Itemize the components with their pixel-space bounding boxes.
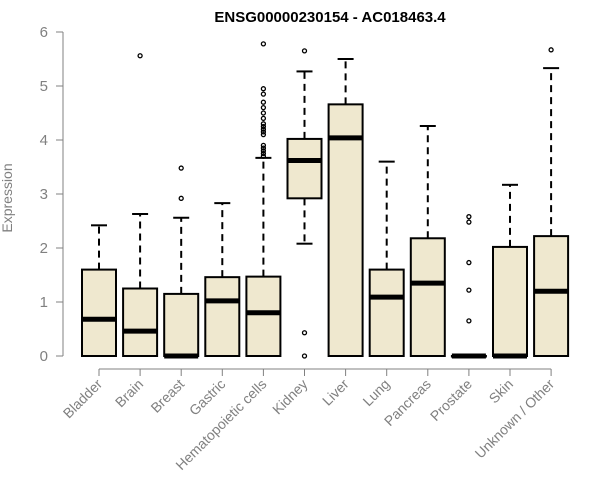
outlier-point [466, 214, 472, 220]
outlier-point [301, 353, 308, 359]
y-axis-label: Expression [0, 163, 15, 232]
box-breast [163, 165, 200, 359]
box-pancreas [409, 124, 446, 357]
y-tick-label: 6 [40, 24, 48, 41]
box-liver [327, 58, 364, 357]
outlier-point [260, 41, 267, 47]
box-lung [368, 160, 405, 358]
iqr-box [286, 137, 323, 200]
outlier-point [466, 259, 472, 266]
iqr-box [368, 268, 405, 358]
iqr-box [204, 276, 241, 357]
y-tick-label: 2 [40, 240, 48, 257]
outlier-point [260, 91, 267, 97]
y-axis: 0 1 2 3 4 5 6 [40, 24, 64, 365]
outlier-point [260, 131, 267, 138]
box-hematopoietic-cells [245, 41, 282, 357]
outlier-point [260, 148, 267, 154]
outlier-point [260, 142, 267, 149]
outlier-point [260, 99, 267, 105]
outlier-point [260, 153, 267, 159]
outlier-point [260, 121, 267, 127]
x-tick-label: Kidney [269, 376, 311, 418]
outlier-point [301, 330, 308, 336]
outlier-point [466, 219, 472, 225]
y-tick-label: 5 [40, 78, 48, 95]
chart-title: ENSG00000230154 - AC018463.4 [214, 9, 446, 26]
box-skin [492, 183, 528, 359]
outlier-point [178, 195, 184, 201]
x-tick-label: Lung [359, 376, 392, 409]
iqr-box [245, 275, 282, 357]
iqr-box [409, 237, 446, 357]
outlier-point [260, 150, 267, 157]
box-kidney [286, 48, 323, 359]
outlier-point [301, 48, 308, 54]
outlier-point [260, 145, 267, 151]
outlier-point [260, 123, 267, 130]
x-tick-label: Prostate [427, 376, 475, 424]
outlier-point [548, 47, 554, 53]
outlier-point [260, 110, 267, 116]
x-tick-label: Breast [147, 376, 187, 416]
y-tick-label: 0 [40, 348, 48, 365]
outlier-point [178, 165, 184, 171]
iqr-box [81, 268, 117, 358]
outlier-point [260, 115, 267, 122]
box-gastric [204, 202, 241, 357]
outlier-point [137, 53, 143, 59]
outlier-point [260, 86, 267, 92]
x-tick-label: Liver [319, 376, 352, 409]
y-tick-label: 1 [40, 294, 48, 311]
box-bladder [81, 224, 117, 358]
y-tick-label: 4 [40, 132, 48, 149]
iqr-box [122, 287, 159, 357]
iqr-box [163, 292, 200, 357]
outlier-point [466, 287, 472, 293]
plot-area [81, 41, 570, 359]
x-tick-label: Bladder [60, 376, 106, 422]
outlier-point [466, 318, 472, 324]
box-brain [122, 53, 159, 357]
box-prostate [450, 214, 487, 359]
box-unknown-other [533, 47, 570, 357]
y-tick-label: 3 [40, 186, 48, 203]
outlier-point [260, 126, 267, 132]
iqr-box [492, 245, 528, 357]
x-tick-label: Skin [486, 376, 517, 407]
iqr-box [327, 103, 364, 357]
outlier-point [260, 129, 267, 135]
x-tick-label: Brain [112, 376, 146, 410]
iqr-box [533, 235, 570, 357]
outlier-point [260, 104, 267, 111]
